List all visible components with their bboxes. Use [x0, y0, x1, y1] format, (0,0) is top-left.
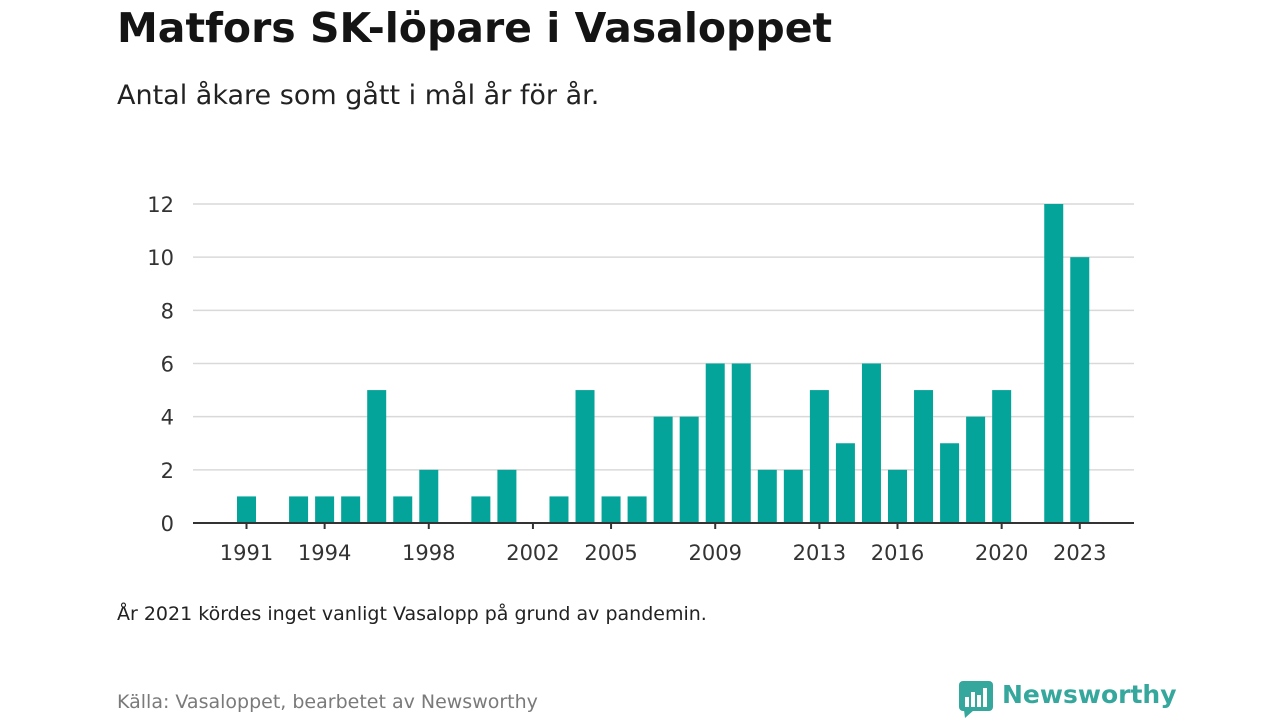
- bar-1991: [237, 496, 256, 523]
- bar-2020: [992, 390, 1012, 523]
- y-tick-label: 2: [161, 459, 174, 483]
- chart-subtitle: Antal åkare som gått i mål år för år.: [117, 80, 600, 111]
- bar-1998: [419, 469, 439, 523]
- bar-2010: [731, 363, 751, 523]
- brand-logo: Newsworthy: [958, 680, 1177, 720]
- source-text: Källa: Vasaloppet, bearbetet av Newswort…: [117, 691, 538, 713]
- x-tick-label: 2002: [506, 541, 559, 565]
- bar-2006: [627, 496, 647, 523]
- bar-2017: [914, 390, 934, 523]
- y-tick-label: 10: [147, 246, 174, 270]
- x-tick-label: 2023: [1053, 541, 1106, 565]
- x-tick-label: 2020: [975, 541, 1028, 565]
- bar-2022: [1044, 204, 1064, 523]
- y-tick-label: 0: [161, 512, 174, 536]
- brand-name: Newsworthy: [1002, 680, 1177, 709]
- x-tick-label: 2009: [688, 541, 741, 565]
- y-tick-label: 6: [161, 353, 174, 377]
- x-axis: 1991 1994 1998 2002 2005 2009 2013 2016 2020 2023: [193, 522, 1134, 565]
- bar-2023: [1070, 257, 1090, 523]
- bar-1997: [393, 496, 413, 523]
- bar-1996: [367, 390, 387, 523]
- bar-2004: [575, 390, 595, 523]
- bar-2000: [471, 496, 491, 523]
- bar-2005: [601, 496, 621, 523]
- bar-2015: [861, 363, 881, 523]
- bar-2003: [549, 496, 569, 523]
- bar-2001: [497, 469, 517, 523]
- x-tick-label: 1998: [402, 541, 455, 565]
- x-tick-label: 2016: [871, 541, 924, 565]
- bars: [237, 204, 1090, 523]
- bar-2009: [705, 363, 725, 523]
- x-tick-label: 2013: [793, 541, 846, 565]
- bar-2019: [966, 416, 986, 523]
- bar-2018: [940, 443, 960, 523]
- bar-2007: [653, 416, 673, 523]
- bar-1994: [315, 496, 335, 523]
- x-tick-label: 2005: [584, 541, 637, 565]
- chart-note: År 2021 kördes inget vanligt Vasalopp på…: [117, 603, 707, 625]
- newsworthy-logo-icon: [959, 681, 993, 718]
- bar-2011: [757, 469, 777, 523]
- x-tick-label: 1991: [220, 541, 273, 565]
- y-tick-label: 12: [147, 193, 174, 217]
- bar-2013: [809, 390, 829, 523]
- y-tick-label: 4: [161, 406, 174, 430]
- bar-2016: [888, 469, 907, 523]
- chart-title: Matfors SK-löpare i Vasaloppet: [117, 4, 833, 52]
- bar-1993: [289, 496, 309, 523]
- x-tick-label: 1994: [298, 541, 351, 565]
- y-axis-labels: 0 2 4 6 8 10 12: [147, 193, 174, 536]
- bar-2014: [835, 443, 855, 523]
- y-tick-label: 8: [161, 299, 174, 323]
- bar-1995: [341, 496, 361, 523]
- bar-2008: [679, 416, 699, 523]
- bar-2012: [783, 469, 803, 523]
